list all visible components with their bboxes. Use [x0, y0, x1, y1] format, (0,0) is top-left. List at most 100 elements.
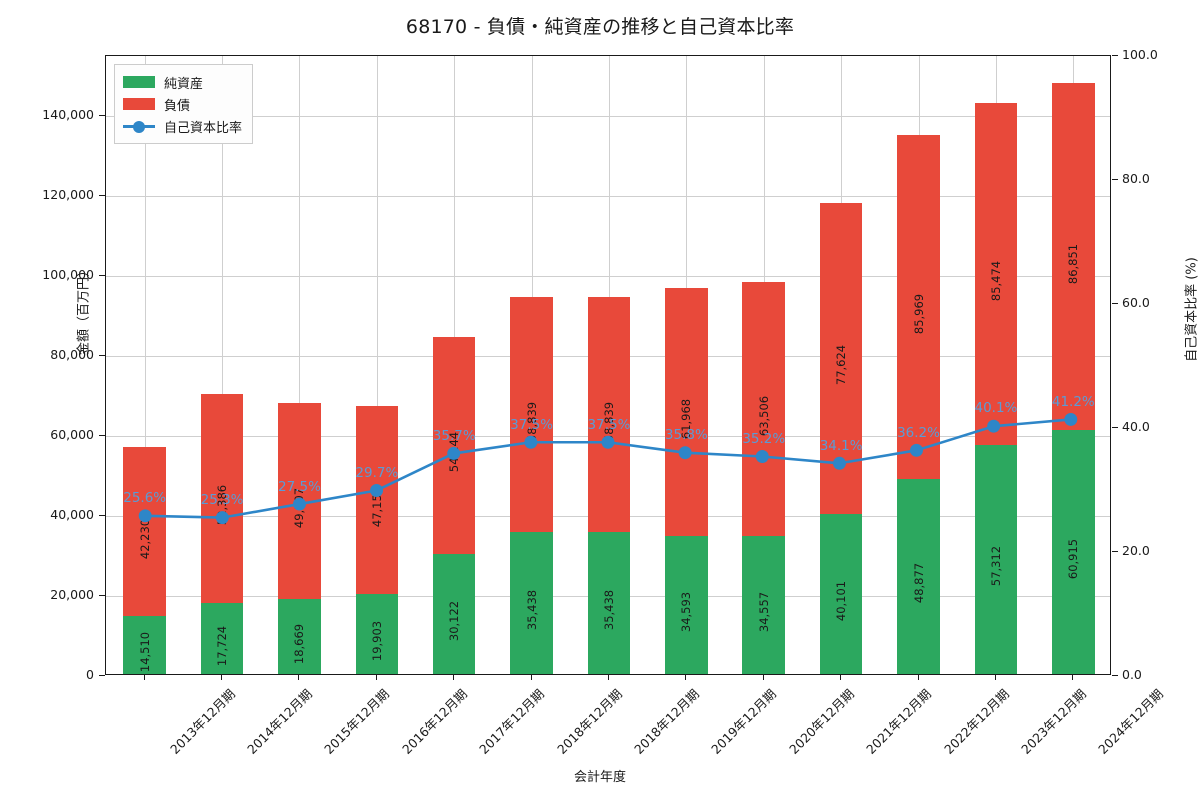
- x-tick-mark: [221, 675, 223, 680]
- gridline-vertical: [376, 56, 378, 674]
- y-tick-mark-right: [1112, 675, 1118, 676]
- ratio-line-marker: [987, 419, 1001, 433]
- bar-segment-equity: 14,510: [123, 615, 166, 674]
- legend-swatch-icon: [123, 98, 155, 110]
- bar-segment-equity: 35,438: [510, 532, 553, 674]
- x-tick-label: 2015年12月期: [321, 686, 393, 757]
- legend-swatch-icon: [123, 76, 155, 88]
- y-tick-mark-left: [99, 675, 105, 676]
- ratio-line-marker: [138, 509, 152, 523]
- chart-legend: 純資産負債 自己資本比率: [114, 64, 254, 144]
- ratio-value-label: 27.5%: [278, 478, 321, 495]
- y-tick-label-right: 80.0: [1122, 171, 1150, 186]
- y-axis-label-left: 金額（百万円）: [76, 264, 92, 356]
- ratio-line-marker: [832, 456, 846, 470]
- bar-column: 19,903 47,159: [355, 54, 399, 674]
- y-tick-label-right: 0.0: [1122, 667, 1142, 682]
- y-tick-mark-right: [1112, 55, 1118, 56]
- x-tick-mark: [143, 675, 145, 680]
- x-tick-mark: [453, 675, 455, 680]
- x-tick-mark: [298, 675, 300, 680]
- ratio-line-marker: [215, 511, 229, 525]
- ratio-value-label: 36.2%: [897, 424, 940, 441]
- bar-segment-liability: 63,506: [742, 281, 786, 536]
- ratio-line-marker: [755, 450, 769, 463]
- bar-segment-liability: 52,386: [200, 393, 244, 604]
- bar-column: 35,438 58,839: [510, 54, 553, 674]
- legend-item[interactable]: 負債: [123, 93, 242, 115]
- y-tick-label-right: 60.0: [1122, 295, 1150, 310]
- bar-segment-equity: 40,101: [819, 513, 863, 674]
- bar-segment-liability: 54,244: [432, 336, 476, 554]
- y-tick-mark-right: [1112, 179, 1118, 180]
- y-tick-mark-left: [99, 595, 105, 596]
- x-tick-mark: [375, 675, 377, 680]
- x-tick-label: 2021年12月期: [863, 686, 935, 757]
- ratio-line-marker: [370, 484, 384, 497]
- x-tick-label: 2016年12月期: [398, 686, 470, 757]
- bar-column: 60,915 86,851: [1052, 54, 1095, 674]
- ratio-line-marker: [678, 446, 692, 460]
- y-tick-mark-right: [1112, 303, 1118, 304]
- bar-segment-equity: 35,438: [587, 532, 631, 674]
- x-tick-label: 2020年12月期: [785, 686, 857, 757]
- bar-segment-liability: 58,839: [510, 296, 553, 533]
- x-tick-label: 2018年12月期: [553, 686, 625, 757]
- x-tick-mark: [1072, 675, 1074, 680]
- y-tick-label-left: 60,000: [50, 427, 94, 442]
- plot-area: 14,51042,23017,72452,38618,66949,10719,9…: [105, 55, 1111, 675]
- x-axis-label: 会計年度: [573, 770, 626, 785]
- y-tick-label-right: 20.0: [1122, 543, 1150, 558]
- bar-segment-liability: 85,969: [897, 134, 940, 479]
- bar-column: 30,12254,244: [432, 54, 476, 674]
- x-tick-label: 2022年12月期: [940, 686, 1012, 757]
- y-tick-label-left: 100,000: [42, 267, 94, 282]
- bar-segment-liability: 42,230: [123, 447, 166, 616]
- x-tick-label: 2017年12月期: [476, 686, 548, 757]
- bar-segment-liability: 47,159: [355, 405, 399, 595]
- ratio-value-label: 34.1%: [819, 437, 863, 454]
- gridline-horizontal: [106, 196, 1110, 197]
- y-tick-mark-right: [1112, 551, 1118, 552]
- legend-item[interactable]: 自己資本比率: [123, 115, 242, 137]
- x-tick-mark: [917, 675, 919, 680]
- gridline-vertical: [222, 56, 224, 674]
- ratio-value-label: 35.8%: [664, 427, 708, 444]
- ratio-value-label: 37.5%: [510, 416, 554, 433]
- bar-segment-liability: 58,839: [587, 296, 631, 533]
- x-tick-label: 2023年12月期: [1018, 686, 1089, 757]
- chart-title: 68170 - 負債・純資産の推移と自己資本比率: [405, 16, 795, 38]
- ratio-line-marker: [524, 435, 538, 449]
- gridline-horizontal: [106, 276, 1110, 277]
- legend-item[interactable]: 純資産: [123, 71, 242, 93]
- bar-segment-equity: 17,724: [200, 603, 244, 674]
- x-tick-label: 2013年12月期: [166, 686, 238, 757]
- ratio-line-marker: [910, 443, 923, 457]
- y-tick-label-right: 40.0: [1122, 419, 1150, 434]
- ratio-value-label: 37.5%: [587, 416, 631, 433]
- bar-segment-equity: 60,915: [1052, 430, 1095, 674]
- x-tick-mark: [530, 675, 532, 680]
- ratio-line-marker: [293, 497, 306, 511]
- ratio-value-label: 25.6%: [123, 490, 167, 507]
- bar-column: 57,312 85,474: [974, 54, 1018, 674]
- bar-segment-equity: 34,557: [742, 535, 786, 674]
- bar-column: 14,510 42,230: [123, 54, 166, 674]
- x-tick-mark: [608, 675, 609, 680]
- ratio-value-label: 40.1%: [974, 400, 1018, 417]
- ratio-line-marker: [1064, 412, 1078, 426]
- bar-column: 34,557 63,506: [742, 54, 786, 674]
- y-tick-mark-left: [99, 115, 105, 116]
- x-tick-mark: [840, 675, 842, 680]
- y-tick-label-left: 80,000: [50, 347, 94, 362]
- legend-item-label: 負債: [164, 98, 191, 114]
- ratio-line-marker: [447, 446, 461, 460]
- bar-segment-equity: 34,593: [665, 535, 708, 674]
- y-tick-label-left: 120,000: [42, 187, 94, 202]
- bar-column: 35,438 58,839: [587, 54, 631, 674]
- ratio-value-label: 35.7%: [432, 427, 476, 444]
- y-tick-mark-left: [99, 195, 105, 196]
- ratio-value-label: 41.2%: [1051, 393, 1095, 410]
- legend-line-icon: [123, 120, 155, 133]
